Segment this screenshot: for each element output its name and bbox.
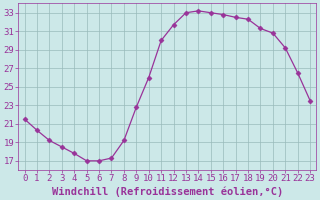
X-axis label: Windchill (Refroidissement éolien,°C): Windchill (Refroidissement éolien,°C) [52, 186, 283, 197]
